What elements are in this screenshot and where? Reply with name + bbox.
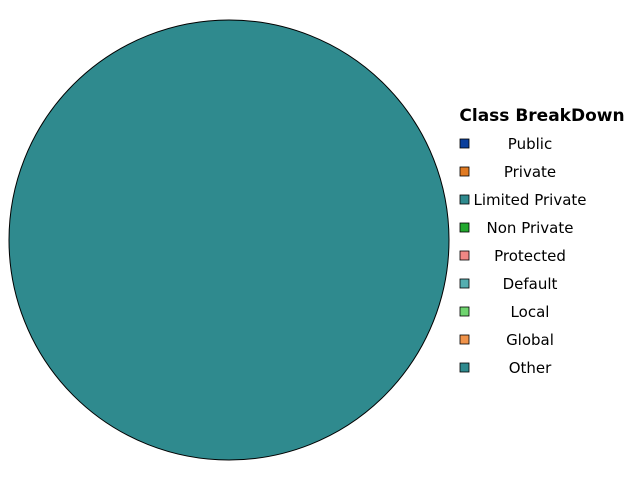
legend-item-other: Other [459,359,552,377]
legend-item-global: Global [459,331,554,349]
legend-item-non-private: Non Private [459,219,574,237]
legend-item-default: Default [459,275,558,293]
legend-swatch-other [459,362,470,373]
legend-item-protected: Protected [459,247,566,265]
legend-swatch-non-private [459,222,470,233]
legend-items: Public Private Limited Private Non Private P… [459,135,587,377]
legend: Class BreakDown Public Private Limited Pri… [459,106,624,377]
legend-label-public: Public [508,135,552,153]
legend-swatch-protected [459,250,470,261]
legend-swatch-global [459,334,470,345]
legend-swatch-private [459,166,470,177]
legend-item-limited-private: Limited Private [459,191,587,209]
legend-item-local: Local [459,303,550,321]
legend-label-local: Local [511,303,550,321]
legend-label-limited-private: Limited Private [474,191,587,209]
legend-swatch-limited-private [459,194,470,205]
legend-label-protected: Protected [494,247,566,265]
legend-title: Class BreakDown [459,106,624,126]
pie-slices [8,19,450,461]
legend-item-public: Public [459,135,552,153]
legend-label-non-private: Non Private [487,219,574,237]
legend-swatch-default [459,278,470,289]
legend-label-global: Global [506,331,554,349]
legend-item-private: Private [459,163,556,181]
legend-label-other: Other [509,359,552,377]
legend-label-default: Default [503,275,558,293]
legend-swatch-public [459,138,470,149]
legend-label-private: Private [504,163,556,181]
pie-slice-limited-private [8,19,450,461]
legend-swatch-local [459,306,470,317]
